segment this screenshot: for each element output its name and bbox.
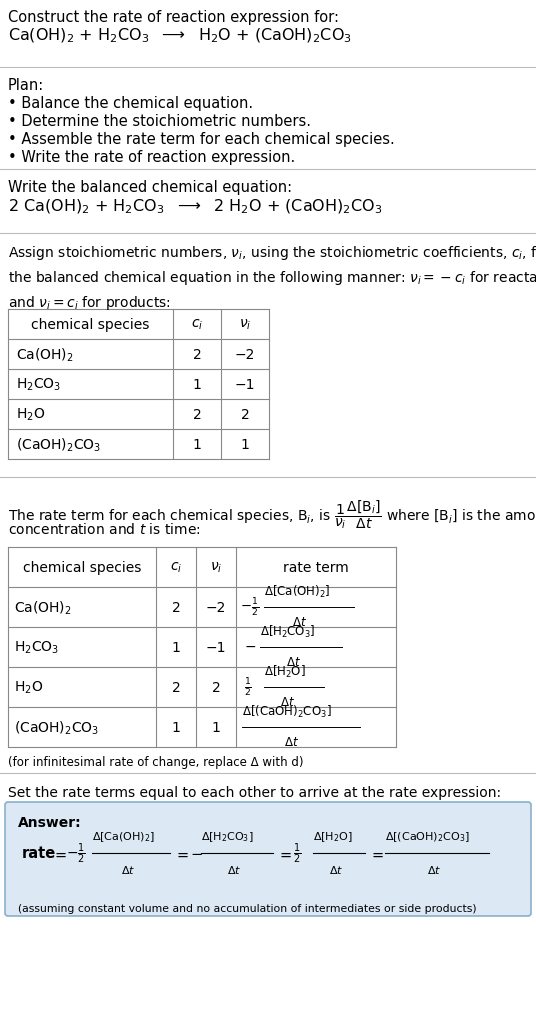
Text: $-$: $-$ [244,638,256,652]
Text: 1: 1 [172,720,181,735]
Text: 2: 2 [212,681,220,694]
Text: $\nu_i$: $\nu_i$ [239,318,251,332]
Text: 1: 1 [172,640,181,654]
Text: 2: 2 [172,681,181,694]
Text: $=$: $=$ [174,846,189,861]
Text: $\Delta$[H$_2$CO$_3$]: $\Delta$[H$_2$CO$_3$] [260,624,316,639]
Text: $\Delta t$: $\Delta t$ [292,615,307,629]
Text: 2: 2 [192,408,202,422]
FancyBboxPatch shape [5,802,531,916]
Text: rate: rate [22,846,56,861]
Text: (CaOH)$_2$CO$_3$: (CaOH)$_2$CO$_3$ [16,436,101,453]
Text: 2: 2 [192,347,202,362]
Text: concentration and $t$ is time:: concentration and $t$ is time: [8,522,200,536]
Text: 2 Ca(OH)$_2$ + H$_2$CO$_3$  $\longrightarrow$  2 H$_2$O + (CaOH)$_2$CO$_3$: 2 Ca(OH)$_2$ + H$_2$CO$_3$ $\longrightar… [8,198,383,216]
Text: −2: −2 [206,600,226,614]
Text: $\Delta t$: $\Delta t$ [286,655,301,668]
Text: −1: −1 [206,640,226,654]
Text: Write the balanced chemical equation:: Write the balanced chemical equation: [8,179,292,195]
Text: $\Delta t$: $\Delta t$ [427,863,441,875]
Text: H$_2$O: H$_2$O [16,407,45,423]
Text: $\Delta t$: $\Delta t$ [227,863,241,875]
Text: $\Delta$[Ca(OH)$_2$]: $\Delta$[Ca(OH)$_2$] [264,583,331,599]
Text: H$_2$CO$_3$: H$_2$CO$_3$ [14,639,59,655]
Text: $\Delta$[(CaOH)$_2$CO$_3$]: $\Delta$[(CaOH)$_2$CO$_3$] [242,703,332,719]
Text: $-\frac{1}{2}$: $-\frac{1}{2}$ [66,841,86,865]
Text: Plan:: Plan: [8,77,44,93]
Text: 1: 1 [212,720,220,735]
Text: $\Delta t$: $\Delta t$ [329,863,344,875]
Text: $\nu_i$: $\nu_i$ [210,560,222,575]
Text: $\Delta t$: $\Delta t$ [284,736,299,748]
Text: $\frac{1}{2}$: $\frac{1}{2}$ [293,841,301,865]
Text: Ca(OH)$_2$ + H$_2$CO$_3$  $\longrightarrow$  H$_2$O + (CaOH)$_2$CO$_3$: Ca(OH)$_2$ + H$_2$CO$_3$ $\longrightarro… [8,26,352,46]
Text: H$_2$O: H$_2$O [14,679,43,696]
Text: rate term: rate term [283,560,349,575]
Text: $\Delta t$: $\Delta t$ [280,695,295,708]
Text: $\Delta$[H$_2$O]: $\Delta$[H$_2$O] [264,663,306,680]
Text: $=$: $=$ [52,846,68,861]
Text: (CaOH)$_2$CO$_3$: (CaOH)$_2$CO$_3$ [14,718,99,736]
Text: (assuming constant volume and no accumulation of intermediates or side products): (assuming constant volume and no accumul… [18,903,477,913]
Text: • Write the rate of reaction expression.: • Write the rate of reaction expression. [8,150,295,165]
Text: $=$: $=$ [277,846,293,861]
Text: Ca(OH)$_2$: Ca(OH)$_2$ [16,346,74,364]
Text: 1: 1 [192,378,202,391]
Text: 1: 1 [192,437,202,451]
Text: The rate term for each chemical species, B$_i$, is $\dfrac{1}{\nu_i}\dfrac{\Delt: The rate term for each chemical species,… [8,497,536,530]
Text: −1: −1 [235,378,255,391]
Text: $=$: $=$ [369,846,384,861]
Text: 2: 2 [241,408,249,422]
Text: $\Delta$[H$_2$O]: $\Delta$[H$_2$O] [313,829,353,843]
Text: 2: 2 [172,600,181,614]
Text: (for infinitesimal rate of change, replace Δ with d): (for infinitesimal rate of change, repla… [8,755,303,768]
Text: • Balance the chemical equation.: • Balance the chemical equation. [8,96,253,111]
Text: $\Delta$[Ca(OH)$_2$]: $\Delta$[Ca(OH)$_2$] [92,829,155,843]
Text: Set the rate terms equal to each other to arrive at the rate expression:: Set the rate terms equal to each other t… [8,786,501,799]
Text: $c_i$: $c_i$ [170,560,182,575]
Text: $\frac{1}{2}$: $\frac{1}{2}$ [244,677,252,698]
Text: 1: 1 [241,437,249,451]
Text: Construct the rate of reaction expression for:: Construct the rate of reaction expressio… [8,10,339,25]
Text: $\Delta t$: $\Delta t$ [121,863,135,875]
Text: • Assemble the rate term for each chemical species.: • Assemble the rate term for each chemic… [8,131,394,147]
Text: chemical species: chemical species [23,560,141,575]
Text: $-\frac{1}{2}$: $-\frac{1}{2}$ [240,596,259,619]
Text: Ca(OH)$_2$: Ca(OH)$_2$ [14,599,72,616]
Text: Answer:: Answer: [18,815,81,829]
Text: −2: −2 [235,347,255,362]
Text: • Determine the stoichiometric numbers.: • Determine the stoichiometric numbers. [8,114,311,128]
Text: $c_i$: $c_i$ [191,318,203,332]
Text: $\Delta$[(CaOH)$_2$CO$_3$]: $\Delta$[(CaOH)$_2$CO$_3$] [385,829,470,843]
Text: Assign stoichiometric numbers, $\nu_i$, using the stoichiometric coefficients, $: Assign stoichiometric numbers, $\nu_i$, … [8,244,536,312]
Text: H$_2$CO$_3$: H$_2$CO$_3$ [16,376,61,392]
Text: chemical species: chemical species [31,318,150,331]
Text: $\Delta$[H$_2$CO$_3$]: $\Delta$[H$_2$CO$_3$] [201,829,254,843]
Text: $-$: $-$ [190,845,203,860]
